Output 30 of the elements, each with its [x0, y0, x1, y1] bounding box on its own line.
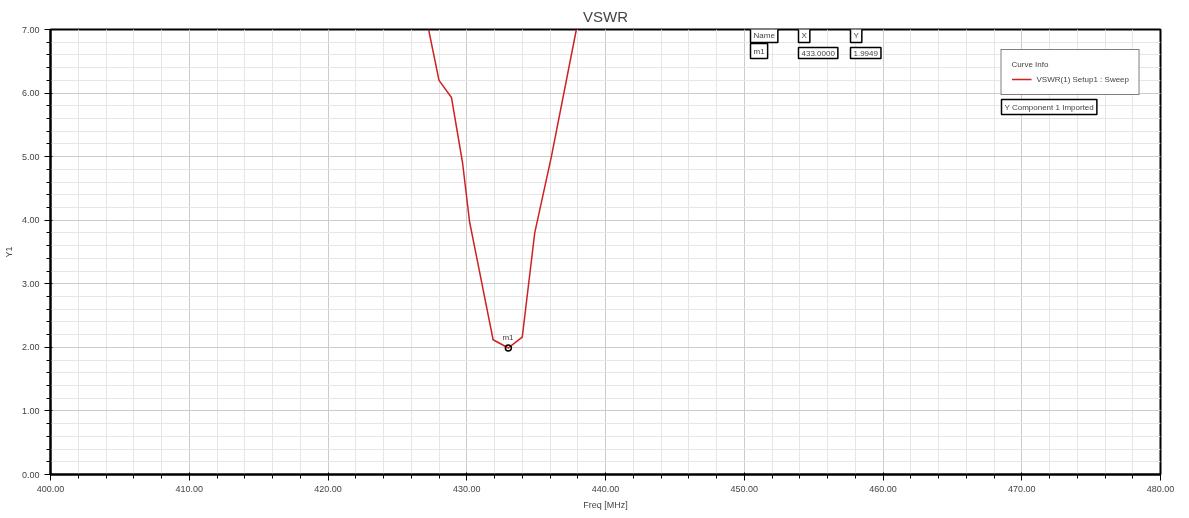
annotation: Name: [753, 30, 776, 40]
x-tick-label: 470.00: [1007, 483, 1036, 494]
y-tick-label: 4.00: [21, 215, 40, 226]
y-tick-label: 7.00: [21, 24, 40, 35]
x-tick-label: 440.00: [591, 483, 620, 494]
legend-title: Curve Info: [1011, 60, 1050, 69]
y-tick-label: 5.00: [21, 151, 40, 162]
y-tick-label: 1.00: [21, 405, 40, 416]
x-tick-label: 400.00: [36, 483, 65, 494]
legend-label: VSWR(1) Setup1 : Sweep: [1036, 74, 1129, 84]
annotation: X: [801, 30, 808, 40]
x-tick-label: 410.00: [175, 483, 204, 494]
x-tick-label: 480.00: [1146, 483, 1175, 494]
chart-title: VSWR: [583, 7, 629, 25]
x-tick-label: 430.00: [452, 483, 481, 494]
annotation: 1.9949: [853, 48, 879, 58]
x-axis-title: Freq [MHz]: [583, 499, 628, 510]
x-tick-label: 420.00: [314, 483, 342, 494]
x-tick-label: 450.00: [730, 483, 759, 494]
y-tick-label: 6.00: [21, 88, 40, 99]
y-tick-label: 3.00: [21, 278, 40, 289]
annotation: Y: [853, 30, 860, 40]
annotation: 433.0000: [801, 48, 836, 58]
annotation: Y Component 1 Imported: [1004, 102, 1094, 112]
annotation: m1: [502, 332, 515, 342]
y-axis-title: Y1: [3, 246, 14, 258]
y-tick-label: 2.00: [21, 342, 40, 353]
annotation: m1: [753, 46, 766, 56]
x-tick-label: 460.00: [869, 483, 897, 494]
y-tick-label: 0.00: [21, 469, 40, 480]
